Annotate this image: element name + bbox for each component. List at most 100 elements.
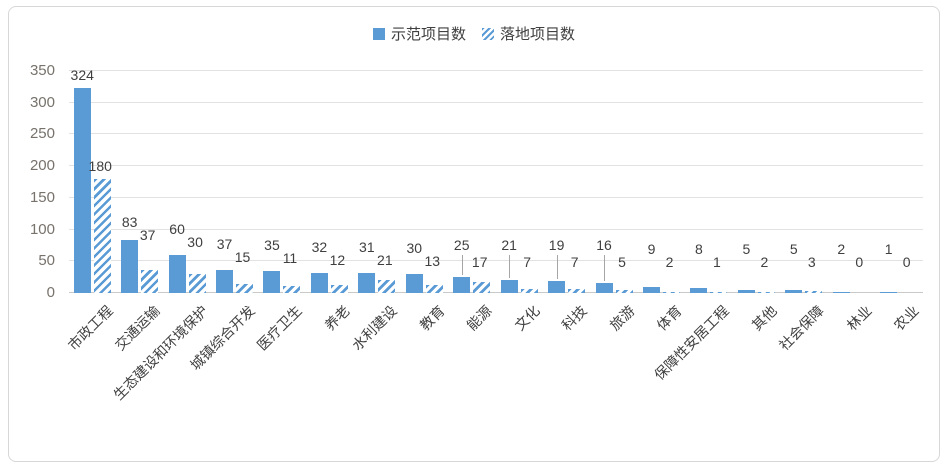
y-tick-label: 150 [29,188,55,206]
category-group: 31 21 水利建设 [349,71,401,353]
bar-hatch [473,282,491,293]
bar-value-label: 11 [282,249,298,266]
bar-hatch [568,288,586,293]
category-label: 医疗卫生 [254,302,306,354]
category-group: 35 11 医疗卫生 [254,71,306,353]
bar-value-label: 21 [377,252,393,269]
category-group: 37 15 城镇综合开发 [187,71,258,373]
bar-hatch [188,273,206,293]
y-tick-label: 0 [46,284,55,301]
category-label: 文化 [511,302,543,334]
bar-value-label: 324 [70,66,94,83]
bar-value-label: 35 [264,236,280,253]
bar-hatch [662,291,680,293]
bar-hatch [520,288,538,293]
category-group: 1 0 农业 [875,71,922,334]
bar-value-label: 5 [618,254,626,270]
bar-solid [595,282,613,293]
bar-hatch [615,289,633,293]
legend-label: 示范项目数 [390,26,466,43]
category-group: 324 180 市政工程 [65,67,116,353]
category-label: 市政工程 [64,302,116,354]
legend-item-landed-projects: 落地项目数 [482,23,575,44]
y-tick-label: 100 [29,220,55,238]
bar-solid [785,289,803,293]
bar-solid [310,272,328,293]
category-group: 5 2 其他 [733,71,780,334]
bar-value-label: 30 [187,233,203,250]
bars-container: 324 180 市政工程 83 37 交通运输 60 30 生态建设和环境保护 37 15 城镇综合开… [65,67,923,403]
category-label: 养老 [321,302,353,334]
bar-solid [500,279,518,293]
bar-value-label: 31 [359,239,375,256]
gridline [69,196,923,198]
bar-value-label: 8 [695,241,703,257]
bar-value-label: 5 [789,241,798,257]
bar-value-label: 2 [760,254,769,270]
bar-value-label: 37 [216,235,233,252]
hatch-swatch-icon [482,27,494,40]
bar-solid [263,270,281,293]
category-group: 21 7 文化 [496,71,543,334]
bar-solid [832,291,850,293]
gridline [69,101,923,103]
bar-value-label: 9 [647,241,656,257]
legend-label: 落地项目数 [500,26,576,43]
category-group: 9 2 体育 [638,71,685,334]
bar-value-label: 7 [570,254,579,270]
bar-hatch [805,291,823,293]
label-leader-line [556,255,558,279]
bar-hatch [710,292,728,293]
category-group: 32 12 养老 [306,71,353,334]
category-label: 旅游 [606,302,638,334]
chart-card[interactable]: 示范项目数 落地项目数 0 50 100 150 200 250 300 350 324 180… [8,6,940,462]
bar-value-label: 3 [807,254,816,270]
bar-hatch [757,291,775,293]
bar-value-label: 60 [169,220,185,237]
bar-solid [737,289,755,293]
y-tick-label: 300 [29,93,55,111]
bar-hatch [283,286,301,293]
bar-value-label: 2 [837,241,846,257]
category-group: 60 30 生态建设和环境保护 [110,71,211,402]
gridline [69,260,923,262]
bar-solid [168,254,186,293]
bar-value-label: 83 [121,214,138,230]
bar-solid [548,280,566,293]
category-label: 水利建设 [349,302,401,354]
bar-solid [690,287,708,293]
category-label: 社会保障 [776,302,828,354]
legend: 示范项目数 落地项目数 [9,23,939,44]
gridline [69,70,923,71]
bar-value-label: 0 [855,254,864,270]
bar-value-label: 5 [742,241,751,257]
category-label: 林业 [843,302,875,334]
bar-solid [405,273,423,293]
y-tick-label: 250 [29,125,55,143]
bar-value-label: 37 [139,227,156,243]
bar-value-label: 180 [88,157,112,174]
bar-hatch [330,285,348,293]
category-group: 8 1 保障性安居工程 [652,71,733,384]
solid-swatch-icon [372,27,385,40]
bar-value-label: 0 [902,254,911,270]
bar-solid [73,87,91,293]
bar-value-label: 13 [424,252,441,269]
category-group: 83 37 交通运输 [112,71,163,354]
bar-solid [642,287,660,293]
category-label: 其他 [748,302,780,334]
bar-value-label: 15 [234,248,251,265]
bar-value-label: 30 [406,239,423,256]
category-label: 农业 [890,302,922,334]
plot-area: 324 180 市政工程 83 37 交通运输 60 30 生态建设和环境保护 37 15 城镇综合开… [65,67,923,403]
category-label: 科技 [558,302,590,334]
y-tick-label: 50 [38,252,55,270]
bar-value-label: 19 [548,237,565,253]
bar-solid [880,292,898,293]
category-group: 2 0 林业 [828,71,875,334]
bar-value-label: 25 [453,237,470,253]
bar-hatch [141,269,159,293]
bar-value-label: 1 [713,254,721,270]
category-group: 16 5 旅游 [591,71,638,334]
gridline [69,228,923,230]
